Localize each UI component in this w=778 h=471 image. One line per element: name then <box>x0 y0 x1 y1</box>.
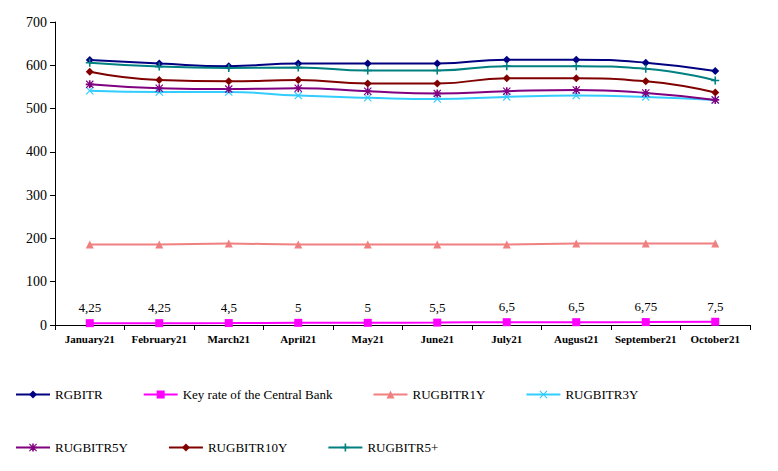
svg-text:January21: January21 <box>65 333 115 345</box>
svg-text:0: 0 <box>40 318 47 333</box>
svg-text:500: 500 <box>26 101 47 116</box>
svg-text:June21: June21 <box>420 333 454 345</box>
svg-text:5: 5 <box>365 300 372 315</box>
svg-text:4,5: 4,5 <box>221 300 237 315</box>
svg-text:700: 700 <box>26 15 47 30</box>
svg-text:Key rate of the Central Bank: Key rate of the Central Bank <box>183 387 333 402</box>
svg-text:RUGBITR1Y: RUGBITR1Y <box>412 387 486 402</box>
svg-text:6,5: 6,5 <box>499 299 515 314</box>
svg-text:200: 200 <box>26 231 47 246</box>
svg-text:September21: September21 <box>615 333 677 345</box>
svg-text:7,5: 7,5 <box>707 299 723 314</box>
svg-text:RUGBITR5+: RUGBITR5+ <box>367 440 438 455</box>
svg-text:March21: March21 <box>207 333 250 345</box>
svg-text:RUGBITR5Y: RUGBITR5Y <box>55 440 129 455</box>
svg-text:August21: August21 <box>554 333 599 345</box>
svg-text:RGBITR: RGBITR <box>55 387 103 402</box>
svg-text:5,5: 5,5 <box>429 300 445 315</box>
svg-text:RUGBITR3Y: RUGBITR3Y <box>565 387 639 402</box>
svg-text:400: 400 <box>26 144 47 159</box>
svg-text:October21: October21 <box>691 333 740 345</box>
svg-text:600: 600 <box>26 58 47 73</box>
svg-text:RUGBITR10Y: RUGBITR10Y <box>208 440 288 455</box>
svg-text:February21: February21 <box>131 333 187 345</box>
svg-text:April21: April21 <box>280 333 316 345</box>
svg-text:4,25: 4,25 <box>78 300 101 315</box>
svg-text:100: 100 <box>26 274 47 289</box>
svg-text:6,5: 6,5 <box>568 299 584 314</box>
svg-text:300: 300 <box>26 188 47 203</box>
svg-text:6,75: 6,75 <box>634 299 657 314</box>
svg-text:May21: May21 <box>352 333 384 345</box>
svg-text:5: 5 <box>295 300 302 315</box>
svg-text:4,25: 4,25 <box>148 300 171 315</box>
svg-text:July21: July21 <box>491 333 522 345</box>
